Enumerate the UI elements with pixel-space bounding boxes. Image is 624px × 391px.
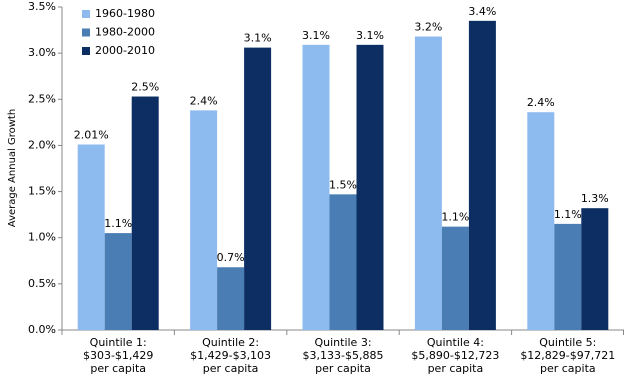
y-tick-label: 2.5% [28,92,56,105]
data-label: 1.3% [581,192,609,205]
bar [527,112,555,330]
data-label: 2.4% [527,96,555,109]
x-tick-label: Quintile 1: $303-$1,429 per capita [82,336,154,375]
bar [581,208,609,330]
y-tick-label: 2.0% [28,138,56,151]
data-label: 0.7% [217,251,245,264]
data-label: 3.4% [468,5,496,18]
data-label: 1.1% [104,217,132,230]
legend-swatch [82,47,90,55]
legend-swatch [82,28,90,37]
y-tick-label: 3.5% [28,0,56,13]
bar [356,44,384,330]
data-label: 1.5% [329,178,357,191]
legend-swatch [82,10,90,18]
bar [77,144,105,330]
data-label: 3.1% [302,29,330,42]
bar [441,226,469,330]
data-label: 3.1% [244,32,272,45]
legend-label: 2000-2010 [95,44,155,57]
bar [554,223,582,330]
y-tick-label: 0.0% [28,323,56,336]
bar [414,36,442,330]
y-tick-label: 1.0% [28,231,56,244]
bar [329,194,357,330]
x-tick-label: Quintile 3: $3,133-$5,885 per capita [302,336,384,375]
bar [302,44,330,330]
legend-label: 1980-2000 [95,26,155,39]
y-tick-label: 3.0% [28,46,56,59]
bar [244,47,272,330]
data-label: 3.2% [414,21,442,34]
y-axis-title: Average Annual Growth [7,109,18,227]
data-label: 2.5% [131,81,159,94]
data-label: 2.4% [190,94,218,107]
legend-label: 1960-1980 [95,7,155,20]
bar [190,110,218,330]
x-tick-label: Quintile 5: $12,829-$97,721 per capita [520,336,616,375]
bar [131,96,159,330]
data-label: 3.1% [356,29,384,42]
x-tick-label: Quintile 2: $1,429-$3,103 per capita [190,336,272,375]
x-tick-label: Quintile 4: $5,890-$12,723 per capita [411,336,500,375]
y-tick-label: 0.5% [28,277,56,290]
bar [104,233,132,330]
data-label: 1.1% [441,211,469,224]
bar [217,267,245,330]
y-tick-label: 1.5% [28,185,56,198]
bar [468,20,496,330]
data-label: 1.1% [554,208,582,221]
data-label: 2.01% [74,129,109,142]
